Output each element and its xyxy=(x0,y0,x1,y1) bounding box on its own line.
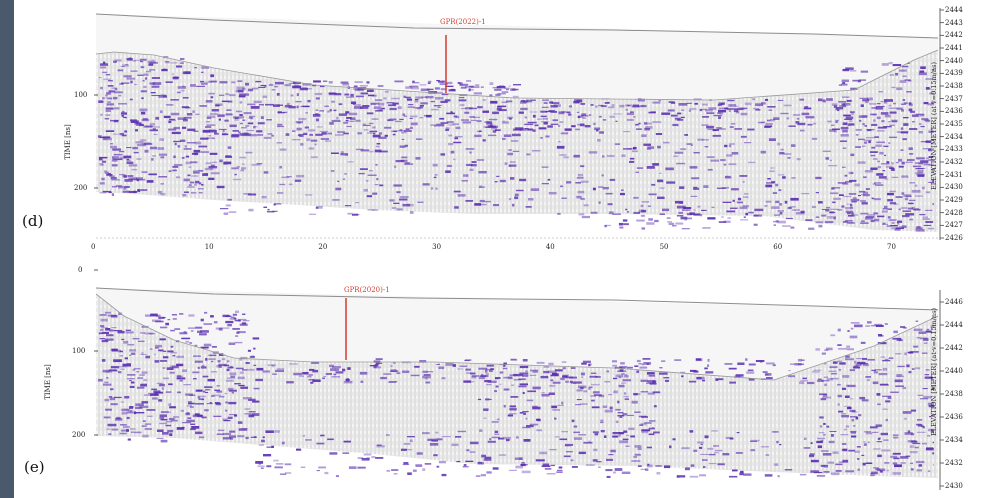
elevation-tick-label: 2437 xyxy=(945,94,963,103)
elevation-tick-label: 2430 xyxy=(945,183,963,192)
distance-tick-label: 50 xyxy=(659,243,669,251)
elevation-tick-label: 2427 xyxy=(945,221,963,230)
elevation-tick-label: 2431 xyxy=(945,170,963,179)
time-tick-e-0: 0 xyxy=(78,266,83,274)
elevation-tick-label: 2438 xyxy=(945,390,963,398)
gpr-figure: GPR(2022)-1 TIME [ns] 100 200 ELEVATION … xyxy=(14,0,998,498)
time-tick-e-200: 200 xyxy=(72,431,86,439)
elevation-tick-label: 2428 xyxy=(945,208,963,217)
y-axis-label-e: TIME [ns] xyxy=(43,364,52,400)
elevation-tick-label: 2440 xyxy=(945,367,963,375)
elevation-tick-label: 2432 xyxy=(945,459,963,467)
elevation-tick-label: 2432 xyxy=(945,158,963,166)
radargram-d-plot xyxy=(94,8,944,240)
elevation-tick-label: 2429 xyxy=(945,196,963,204)
panel-letter-e: (e) xyxy=(24,458,45,476)
elevation-tick-label: 2446 xyxy=(945,298,963,306)
elevation-tick-label: 2436 xyxy=(945,107,963,116)
distance-tick-label: 20 xyxy=(318,243,328,251)
elevation-tick-label: 2441 xyxy=(945,44,963,52)
y-right-label-d: ELEVATION [METER] (at v=0.15m/ns) xyxy=(930,62,938,190)
elevation-tick-label: 2442 xyxy=(945,344,963,352)
time-tick-d-200: 200 xyxy=(74,184,88,192)
distance-tick-label: 0 xyxy=(91,243,96,251)
distance-tick-label: 30 xyxy=(432,243,442,251)
elevation-tick-label: 2430 xyxy=(945,482,963,490)
distance-tick-label: 40 xyxy=(545,243,555,251)
elevation-tick-label: 2443 xyxy=(945,18,963,27)
elevation-tick-label: 2440 xyxy=(945,56,963,65)
radargram-e-plot xyxy=(94,269,944,490)
elevation-tick-label: 2433 xyxy=(945,145,963,154)
elevation-tick-label: 2444 xyxy=(945,321,963,329)
elevation-tick-label: 2434 xyxy=(945,132,963,141)
y-axis-label-d: TIME [ns] xyxy=(63,124,72,160)
elevation-tick-label: 2439 xyxy=(945,69,963,78)
time-tick-e-100: 100 xyxy=(72,347,86,355)
radargram-panel-e: GPR(2020)-1 TIME [ns] 0 100 200 ELEVATIO… xyxy=(14,250,998,498)
panel-letter-d: (d) xyxy=(22,212,44,230)
elevation-tick-label: 2438 xyxy=(945,82,963,90)
elevation-tick-label: 2434 xyxy=(945,436,963,444)
y-right-label-e: ELEVATION [METER] (at v=0.15m/ns) xyxy=(930,308,938,436)
gpr-marker-label-d: GPR(2022)-1 xyxy=(440,18,486,26)
gpr-marker-label-e: GPR(2020)-1 xyxy=(344,286,390,294)
radargram-panel-d: GPR(2022)-1 TIME [ns] 100 200 ELEVATION … xyxy=(14,0,998,251)
elevation-tick-label: 2436 xyxy=(945,413,963,421)
elevation-tick-label: 2444 xyxy=(945,6,963,14)
time-tick-d-100: 100 xyxy=(74,91,88,99)
distance-tick-label: 10 xyxy=(204,243,214,251)
distance-tick-label: 60 xyxy=(773,243,783,251)
elevation-tick-label: 2442 xyxy=(945,31,963,40)
elevation-tick-label: 2426 xyxy=(945,234,963,242)
elevation-tick-label: 2435 xyxy=(945,120,963,128)
distance-tick-label: 70 xyxy=(887,243,896,251)
